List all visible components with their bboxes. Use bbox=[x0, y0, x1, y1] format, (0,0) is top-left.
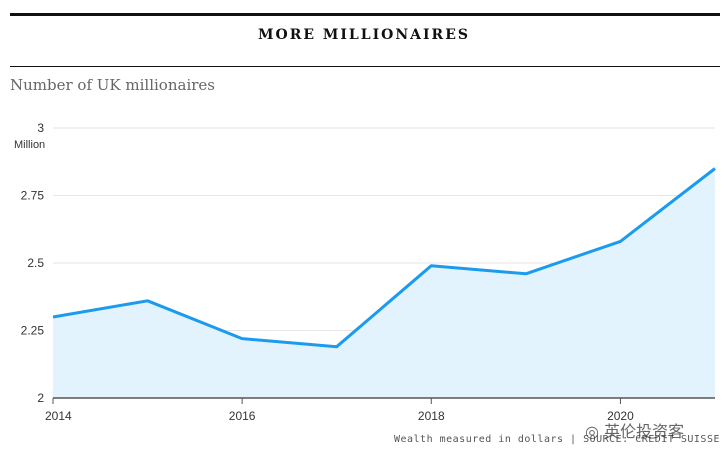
top-rule bbox=[10, 13, 720, 16]
y-axis-unit-label: Million bbox=[14, 139, 45, 151]
x-tick-label: 2020 bbox=[607, 409, 634, 423]
y-tick-label: 2.25 bbox=[21, 324, 45, 338]
source-note: Wealth measured in dollars | SOURCE: CRE… bbox=[393, 434, 720, 445]
watermark-text: 英伦投资客 bbox=[604, 422, 685, 441]
y-tick-label: 2.5 bbox=[27, 256, 44, 270]
chart-subtitle: Number of UK millionaires bbox=[10, 76, 215, 94]
y-tick-label: 2 bbox=[37, 391, 44, 405]
y-tick-label: 3 bbox=[37, 121, 44, 135]
y-axis-ticks: 2 2.25 2.5 2.75 3 bbox=[21, 121, 45, 405]
x-tick-label: 2014 bbox=[45, 409, 72, 423]
x-tick-label: 2016 bbox=[229, 409, 256, 423]
x-axis-ticks: 2014 2016 2018 2020 bbox=[45, 398, 634, 423]
title-rule bbox=[10, 66, 720, 67]
wechat-icon: ◎ bbox=[585, 422, 599, 441]
y-tick-label: 2.75 bbox=[21, 189, 45, 203]
chart-title: MORE MILLIONAIRES bbox=[258, 27, 470, 43]
watermark: ◎ 英伦投资客 bbox=[585, 418, 684, 442]
series-line bbox=[52, 167, 716, 349]
x-tick-label: 2018 bbox=[418, 409, 445, 423]
series-area bbox=[53, 168, 715, 398]
